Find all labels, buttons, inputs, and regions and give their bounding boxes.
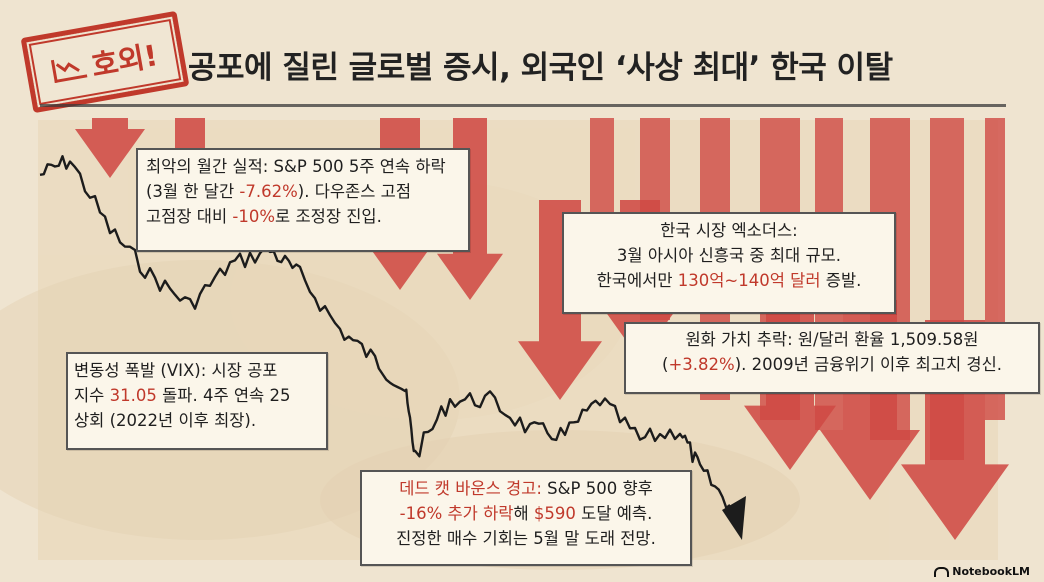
- chart-down-icon: [51, 54, 88, 83]
- krw-line-2: (+3.82%). 2009년 금융위기 이후 최고치 경신.: [662, 355, 1002, 374]
- korea-line-3: 한국에서만 130억~140억 달러 증발.: [596, 271, 862, 290]
- vix-line-1: 변동성 폭발 (VIX): 시장 공포: [74, 361, 278, 380]
- vix-volatility-box: 변동성 폭발 (VIX): 시장 공포 지수 31.05 돌파. 4주 연속 2…: [66, 352, 328, 450]
- monthly-line-2: (3월 한 달간 -7.62%). 다우존스 고점: [146, 182, 412, 201]
- title-divider: [40, 104, 1006, 107]
- dcb-line-2: -16% 추가 하락해 $590 도달 예측.: [399, 504, 653, 523]
- monthly-line-1: 최악의 월간 실적: S&P 500 5주 연속 하락: [146, 157, 446, 176]
- korea-line-2: 3월 아시아 신흥국 중 최대 규모.: [616, 246, 842, 265]
- notebooklm-brand: NotebookLM: [934, 565, 1030, 578]
- dead-cat-bounce-box: 데드 캣 바운스 경고: S&P 500 향후 -16% 추가 하락해 $590…: [360, 470, 692, 566]
- index-decline-path: [39, 154, 731, 510]
- dcb-line-3: 진정한 매수 기회는 5월 말 도래 전망.: [396, 529, 656, 548]
- notebooklm-logo-icon: [934, 566, 950, 577]
- dcb-line-1: 데드 캣 바운스 경고: S&P 500 향후: [399, 479, 653, 498]
- arrowhead-icon: [722, 496, 746, 540]
- market-decline-line: [39, 154, 746, 540]
- down-arrow-0: [75, 118, 145, 178]
- krw-line-1: 원화 가치 추락: 원/달러 환율 1,509.58원: [685, 330, 979, 349]
- stamp-text: 호외!: [88, 38, 161, 84]
- extra-edition-stamp: 호외!: [20, 10, 190, 114]
- page-title: 공포에 질린 글로벌 증시, 외국인 ‘사상 최대’ 한국 이탈: [188, 50, 893, 86]
- krw-exchange-box: 원화 가치 추락: 원/달러 환율 1,509.58원 (+3.82%). 20…: [624, 322, 1040, 394]
- monthly-performance-box: 최악의 월간 실적: S&P 500 5주 연속 하락 (3월 한 달간 -7.…: [136, 148, 470, 252]
- korea-line-1: 한국 시장 엑소더스:: [660, 221, 798, 240]
- korea-exodus-box: 한국 시장 엑소더스: 3월 아시아 신흥국 중 최대 규모. 한국에서만 13…: [562, 212, 896, 314]
- vix-line-2: 지수 31.05 돌파. 4주 연속 25: [74, 386, 291, 405]
- vix-line-3: 상회 (2022년 이후 최장).: [74, 411, 257, 430]
- monthly-line-3: 고점장 대비 -10%로 조정장 진입.: [146, 207, 382, 226]
- brand-label: NotebookLM: [952, 565, 1030, 578]
